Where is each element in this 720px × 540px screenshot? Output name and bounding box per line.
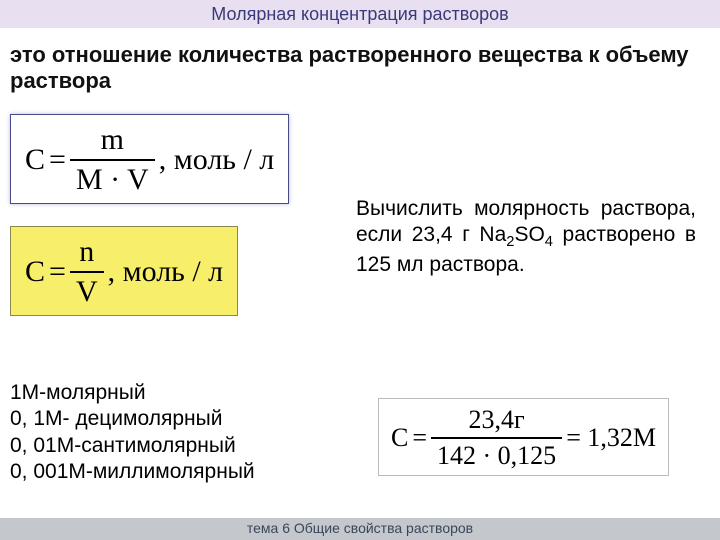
formula-2-lhs: C [25,255,45,289]
legend-line-3: 0, 01М-сантимолярный [10,433,255,459]
formula-1-frac: m M · V [70,123,155,197]
formula-1: C = m M · V , моль / л [25,123,274,197]
problem-sub2: 4 [545,234,553,250]
solution-den: 142 · 0,125 [431,439,562,471]
formula-1-box: C = m M · V , моль / л [10,114,289,204]
legend-line-4: 0, 001М-миллимолярный [10,459,255,485]
formula-2-unit: , моль / л [108,255,224,289]
legend-line-2: 0, 1М- децимолярный [10,406,255,432]
formula-1-num: m [70,123,155,161]
solution-rhs: = 1,32M [566,423,656,453]
equals-sign: = [49,143,66,177]
definition-text: это отношение количества растворенного в… [10,42,710,95]
molar-legend: 1М-молярный 0, 1М- децимолярный 0, 01М-с… [10,380,255,485]
formula-1-den: M · V [70,161,155,197]
formula-1-lhs: C [25,143,45,177]
solution-lhs: C [391,423,408,453]
solution-num: 23,4г [431,405,562,439]
formula-2-frac: n V [70,235,104,309]
equals-sign: = [412,423,427,453]
footer-bar: тема 6 Общие свойства растворов [0,518,720,540]
formula-2-box: C = n V , моль / л [10,226,238,316]
problem-mid: SO [514,223,544,246]
solution-box: C = 23,4г 142 · 0,125 = 1,32M [378,398,669,476]
solution-formula: C = 23,4г 142 · 0,125 = 1,32M [391,405,656,471]
formula-1-unit: , моль / л [159,143,275,177]
page-title: Молярная концентрация растворов [211,4,508,24]
problem-text: Вычислить молярность раствора, если 23,4… [356,196,696,278]
formula-2-num: n [70,235,104,273]
legend-line-1: 1М-молярный [10,380,255,406]
solution-frac: 23,4г 142 · 0,125 [431,405,562,471]
equals-sign: = [49,255,66,289]
footer-text: тема 6 Общие свойства растворов [247,520,473,536]
formula-2-den: V [70,273,104,309]
formula-2: C = n V , моль / л [25,235,223,309]
title-bar: Молярная концентрация растворов [0,0,720,28]
